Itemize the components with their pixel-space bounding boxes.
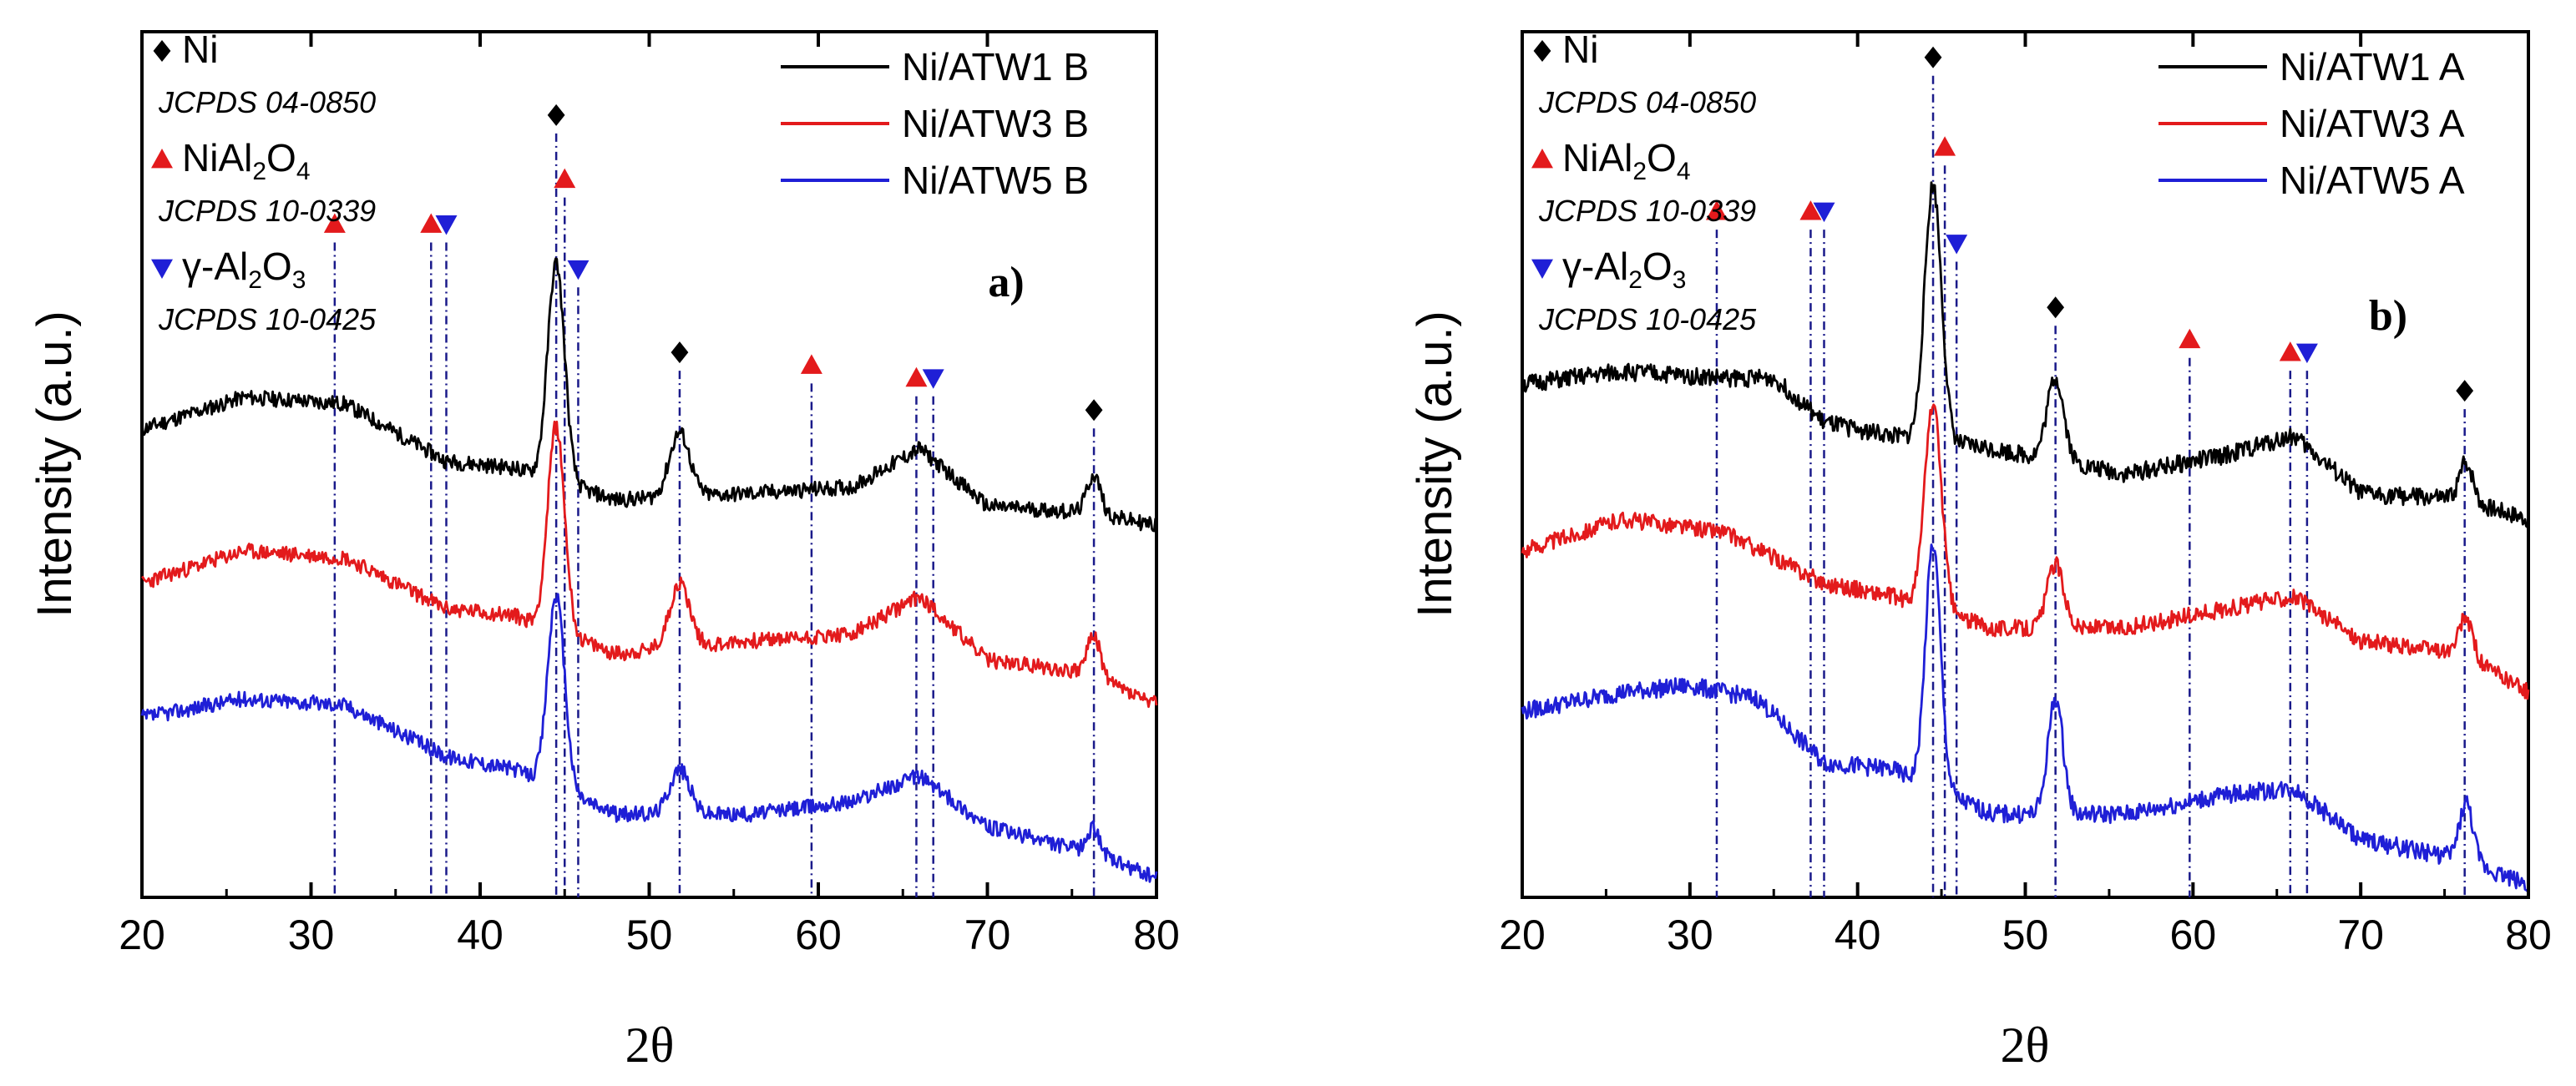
diamond-marker (671, 341, 689, 364)
x-tick-label: 20 (1499, 912, 1546, 958)
triangle-up-marker (1799, 200, 1822, 220)
y-axis-label: Intensity (a.u.) (1408, 311, 1462, 617)
phase-legend-name: γ-Al2O3 (1562, 245, 1686, 294)
x-tick-label: 70 (2337, 912, 2384, 958)
phase-legend: Ni JCPDS 04-0850 NiAl2O4 JCPDS 10-0339 γ-Al2… (1531, 28, 1757, 336)
x-tick-label: 50 (2002, 912, 2049, 958)
phase-legend-diamond (153, 40, 171, 62)
series-legend: Ni/ATW1 B Ni/ATW3 B Ni/ATW5 B (781, 45, 1089, 202)
x-tick-label: 60 (2170, 912, 2217, 958)
series-line-black (140, 257, 1158, 533)
series-group (140, 257, 1158, 883)
triangle-up-marker (2279, 341, 2301, 361)
triangle-up-marker (905, 366, 928, 387)
reference-line-group (1715, 75, 2466, 897)
diamond-marker (1085, 399, 1103, 422)
x-tick-label: 70 (964, 912, 1011, 958)
x-tick-label: 20 (119, 912, 165, 958)
panel-label: a) (988, 259, 1024, 306)
phase-legend-diamond (1533, 40, 1551, 62)
triangle-down-marker (435, 215, 458, 235)
triangle-down-marker (922, 369, 944, 389)
y-axis-label: Intensity (a.u.) (28, 311, 82, 617)
legend-label: Ni/ATW5 A (2280, 159, 2465, 202)
x-tick-label: 40 (1835, 912, 1881, 958)
phase-legend-name: Ni (1562, 28, 1598, 71)
triangle-up-marker (1934, 136, 1956, 156)
series-line-black (1521, 181, 2530, 528)
phase-legend-ref: JCPDS 04-0850 (158, 85, 376, 119)
triangle-down-marker (2295, 343, 2318, 364)
x-tick-label: 80 (2505, 912, 2552, 958)
phase-legend-ref: JCPDS 10-0425 (158, 302, 377, 336)
x-tick-group: 20 30 40 50 60 70 80 (119, 32, 1180, 958)
phase-legend-triangle-down (1531, 259, 1553, 279)
series-line-blue (1521, 543, 2530, 892)
triangle-down-marker (1946, 235, 1968, 255)
diamond-marker (2456, 380, 2474, 402)
phase-legend-name: Ni (182, 28, 218, 71)
phase-marker-group (323, 104, 1103, 422)
triangle-up-marker (800, 354, 822, 374)
x-tick-label: 40 (457, 912, 504, 958)
triangle-down-marker (567, 260, 590, 280)
legend-label: Ni/ATW3 B (902, 102, 1089, 145)
x-tick-group: 20 30 40 50 60 70 80 (1499, 32, 2552, 958)
chart-panel-a: 20 30 40 50 60 70 80 Ni JCPDS 04-0850 NiAl2O4 JCP… (28, 28, 1180, 1073)
phase-legend: Ni JCPDS 04-0850 NiAl2O4 JCPDS 10-0339 γ-Al2… (151, 28, 377, 336)
legend-label: Ni/ATW3 A (2280, 102, 2465, 145)
x-tick-label: 60 (795, 912, 842, 958)
phase-legend-ref: JCPDS 10-0425 (1538, 302, 1757, 336)
diamond-marker (1924, 46, 1942, 68)
legend-label: Ni/ATW5 B (902, 159, 1089, 202)
diamond-marker (547, 104, 565, 126)
series-group (1521, 181, 2530, 892)
triangle-up-marker (323, 213, 346, 233)
triangle-up-marker (1705, 200, 1728, 220)
triangle-down-marker (1813, 202, 1835, 223)
x-axis-label: 2θ (625, 1018, 675, 1073)
phase-legend-name: NiAl2O4 (182, 136, 311, 185)
series-line-red (1521, 403, 2530, 700)
triangle-up-marker (554, 168, 576, 189)
phase-legend-triangle-down (151, 259, 173, 279)
x-tick-label: 50 (626, 912, 673, 958)
x-tick-label: 80 (1133, 912, 1180, 958)
phase-legend-ref: JCPDS 10-0339 (1538, 194, 1756, 228)
phase-legend-name: NiAl2O4 (1562, 136, 1691, 185)
legend-label: Ni/ATW1 B (902, 45, 1089, 88)
x-tick-label: 30 (1667, 912, 1713, 958)
triangle-up-marker (2179, 328, 2201, 349)
phase-marker-group (1705, 46, 2474, 402)
phase-legend-triangle-up (151, 149, 173, 169)
legend-label: Ni/ATW1 A (2280, 45, 2465, 88)
x-axis-label: 2θ (2001, 1018, 2050, 1073)
diamond-marker (2047, 296, 2065, 319)
reference-line-group (333, 133, 1096, 897)
chart-panel-b: 20 30 40 50 60 70 80 Ni JCPDS 04-0850 NiAl2O4 JCP… (1408, 28, 2552, 1073)
series-line-blue (140, 593, 1158, 883)
series-line-red (141, 420, 1158, 709)
panel-label: b) (2369, 292, 2407, 340)
phase-legend-ref: JCPDS 04-0850 (1538, 85, 1756, 119)
x-tick-label: 30 (288, 912, 335, 958)
phase-legend-triangle-up (1531, 149, 1553, 169)
triangle-up-marker (420, 213, 443, 233)
phase-legend-ref: JCPDS 10-0339 (158, 194, 376, 228)
series-legend: Ni/ATW1 A Ni/ATW3 A Ni/ATW5 A (2158, 45, 2465, 202)
phase-legend-name: γ-Al2O3 (182, 245, 306, 294)
